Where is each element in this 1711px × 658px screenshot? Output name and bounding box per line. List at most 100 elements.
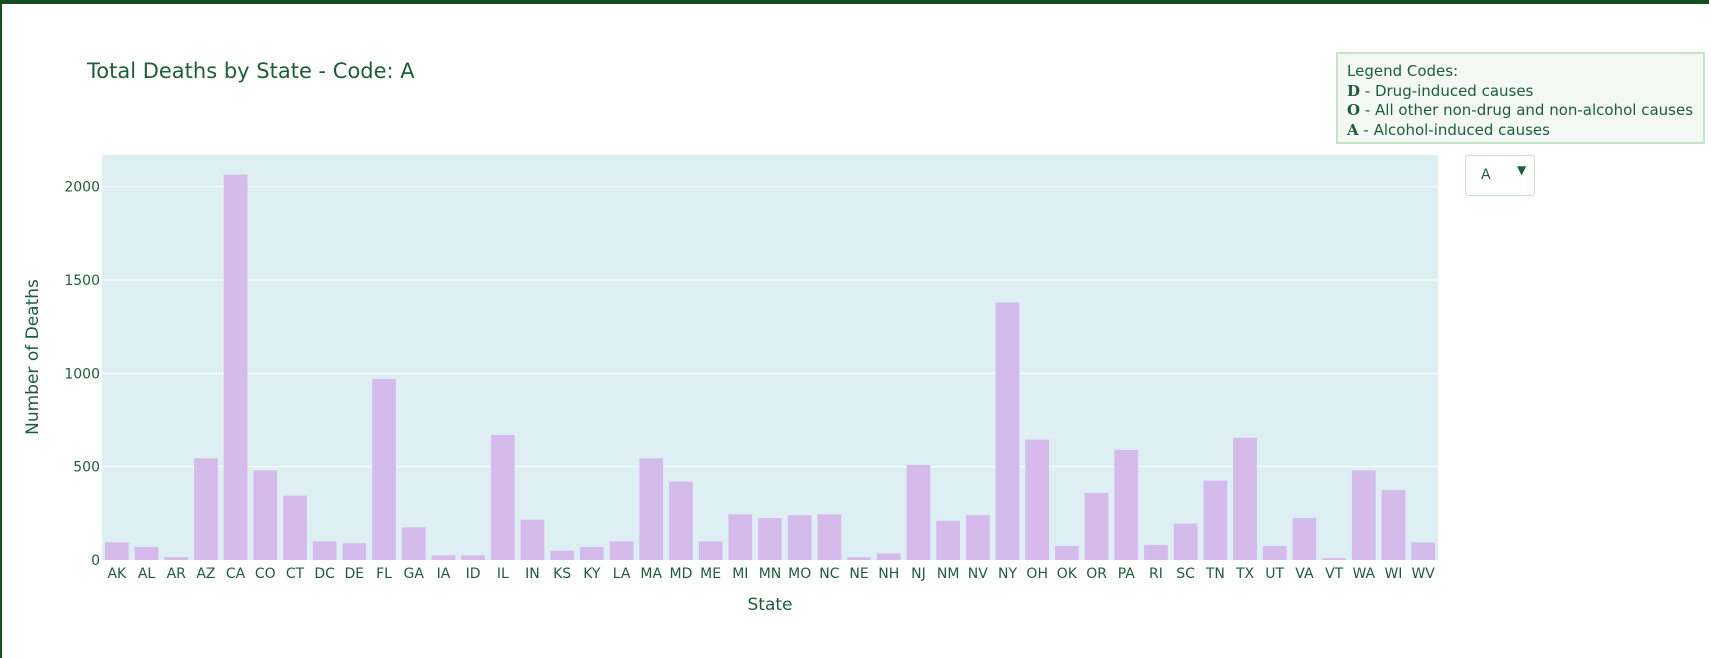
bar-or[interactable] [1084,492,1109,560]
y-tick-label: 0 [91,553,100,569]
bar-in[interactable] [520,519,545,560]
x-tick-label: MI [732,566,748,582]
bar-az[interactable] [194,458,218,560]
bar-co[interactable] [253,470,278,560]
x-tick-label: DE [345,566,365,582]
x-tick-label: TX [1235,566,1255,582]
bar-la[interactable] [609,541,634,560]
bar-tx[interactable] [1233,437,1257,560]
x-tick-label: NM [937,566,960,582]
code-dropdown[interactable]: A ▼ [1465,155,1535,196]
bar-nc[interactable] [817,514,842,560]
bars-group [104,174,1436,560]
bar-il[interactable] [490,434,515,560]
bar-nm[interactable] [936,520,961,560]
x-tick-label: VA [1295,566,1314,582]
bar-nh[interactable] [876,553,901,560]
bar-ak[interactable] [104,542,129,560]
x-tick-label: IN [525,566,540,582]
x-tick-label: OR [1086,566,1107,582]
bar-pa[interactable] [1114,449,1139,560]
x-tick-label: KS [553,566,571,582]
x-tick-label: NV [968,566,988,582]
bar-ks[interactable] [550,550,575,560]
legend-heading: Legend Codes: [1347,62,1459,80]
bar-mo[interactable] [787,515,812,560]
x-tick-label: AZ [196,566,215,582]
x-tick-labels: AK AL AR AZ CA CO CT DC DE FL GA IA ID IL IN KS KY LA MA MD… [107,566,1435,582]
bar-mi[interactable] [728,514,753,560]
bar-de[interactable] [342,543,367,560]
legend-code: A [1347,120,1359,139]
bar-dc[interactable] [312,541,337,560]
x-tick-label: CT [286,566,305,582]
x-tick-label: LA [613,566,631,582]
x-tick-label: UT [1265,566,1284,582]
legend-text: - All other non-drug and non-alcohol cau… [1360,101,1694,120]
bar-ca[interactable] [223,174,248,560]
bar-ok[interactable] [1055,546,1079,560]
x-tick-label: RI [1149,566,1163,582]
x-tick-label: CO [255,566,276,582]
y-axis-label: Number of Deaths [23,279,43,435]
x-axis-label: State [748,595,793,615]
bar-ut[interactable] [1262,546,1287,560]
x-tick-label: WI [1384,566,1402,582]
bar-ma[interactable] [639,458,664,560]
x-tick-label: AK [107,566,127,582]
x-tick-label: DC [314,566,335,582]
bar-mn[interactable] [758,518,782,560]
x-tick-label: WV [1411,566,1435,582]
bar-me[interactable] [698,541,723,560]
bar-va[interactable] [1292,518,1317,560]
legend-text: - Alcohol-induced causes [1358,120,1550,139]
bar-vt[interactable] [1322,558,1346,560]
bar-nv[interactable] [965,515,990,560]
x-tick-label: MA [640,566,662,582]
chart-title: Total Deaths by State - Code: A [86,59,415,83]
bar-tn[interactable] [1203,480,1228,560]
x-tick-label: SC [1176,566,1195,582]
bar-ar[interactable] [164,557,189,560]
legend-item-o: O - All other non-drug and non-alcohol c… [1347,101,1703,121]
y-tick-label: 1500 [64,273,100,289]
x-tick-label: CA [226,566,246,582]
chevron-down-icon: ▼ [1517,163,1527,177]
x-tick-label: NJ [911,566,926,582]
x-tick-label: KY [583,566,601,582]
bar-id[interactable] [461,555,485,560]
bar-ct[interactable] [283,495,307,560]
bar-ny[interactable] [995,302,1020,560]
x-tick-label: AL [138,566,156,582]
bar-ri[interactable] [1144,545,1168,560]
bar-al[interactable] [134,546,159,560]
bar-sc[interactable] [1173,523,1198,560]
bar-ky[interactable] [579,546,604,560]
x-tick-label: IA [437,566,451,582]
x-tick-label: PA [1118,566,1136,582]
y-tick-label: 500 [73,460,100,476]
bar-wv[interactable] [1411,542,1436,560]
bar-ne[interactable] [847,557,871,560]
legend-item-d: D - Drug-induced causes [1347,82,1703,102]
bar-fl[interactable] [372,378,396,560]
legend-code: O [1347,101,1361,120]
x-tick-label: NE [849,566,868,582]
bar-nj[interactable] [906,464,931,560]
x-tick-label: VT [1325,566,1344,582]
x-tick-label: ME [700,566,721,582]
bar-wi[interactable] [1381,490,1406,560]
grid-lines [102,186,1438,468]
x-tick-label: NC [819,566,839,582]
bar-md[interactable] [669,481,693,560]
x-tick-label: AR [167,566,187,582]
bar-oh[interactable] [1025,439,1050,560]
legend-code: D [1347,81,1361,100]
y-tick-label: 1000 [64,366,100,382]
bar-wa[interactable] [1351,470,1376,560]
dropdown-selected-value: A [1481,167,1491,183]
bar-ga[interactable] [401,527,426,560]
bar-ia[interactable] [431,555,456,560]
x-tick-label: TN [1205,566,1225,582]
